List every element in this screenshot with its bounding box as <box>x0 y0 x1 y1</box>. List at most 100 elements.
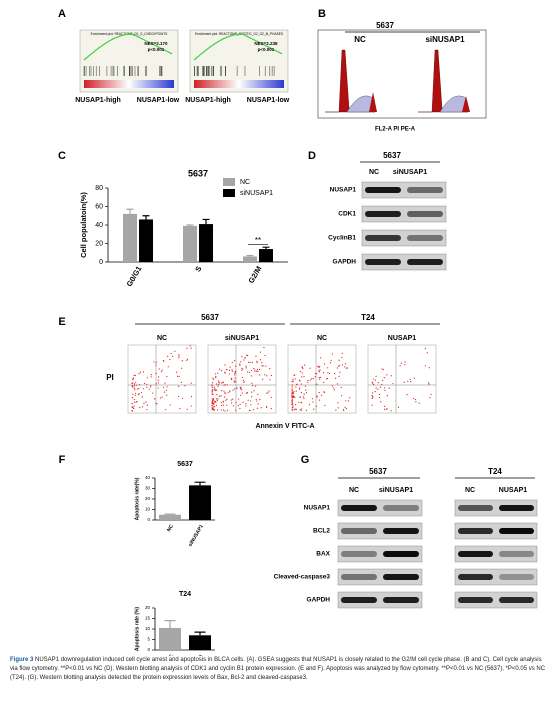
event <box>242 401 244 403</box>
event <box>239 364 241 366</box>
bar <box>139 219 153 262</box>
event <box>291 401 293 403</box>
event <box>247 354 249 357</box>
event <box>213 386 216 388</box>
bar <box>183 225 197 262</box>
event <box>211 382 214 384</box>
event <box>134 392 137 394</box>
event <box>372 382 374 384</box>
event <box>253 390 255 392</box>
event <box>133 374 135 376</box>
band <box>341 551 377 557</box>
event <box>224 396 226 398</box>
event <box>397 406 400 408</box>
event <box>161 369 163 371</box>
chart-title: 5637 <box>177 461 193 468</box>
event <box>347 400 350 402</box>
y-tick-label: 80 <box>95 185 103 192</box>
event <box>319 369 321 371</box>
event <box>222 404 224 406</box>
event <box>138 388 140 390</box>
event <box>169 404 171 406</box>
event <box>214 405 216 408</box>
event <box>318 370 320 372</box>
event <box>301 402 303 404</box>
band <box>458 505 493 511</box>
event <box>215 375 217 378</box>
event <box>216 400 218 402</box>
event <box>212 377 214 379</box>
group-label: NUSAP1-low <box>137 97 180 104</box>
blot-bg <box>361 181 447 199</box>
event <box>426 352 428 354</box>
event <box>345 407 347 410</box>
event <box>220 395 222 397</box>
event <box>403 381 405 383</box>
event <box>324 404 326 406</box>
event <box>300 391 303 394</box>
event <box>323 391 325 393</box>
event <box>264 354 266 357</box>
blot-bg <box>337 568 423 586</box>
event <box>291 407 294 409</box>
event <box>269 368 271 370</box>
event <box>307 379 309 382</box>
event <box>137 393 140 396</box>
event <box>155 372 157 374</box>
event <box>131 402 133 405</box>
event <box>224 364 226 366</box>
bar <box>189 485 211 520</box>
y-tick-label: 20 <box>145 605 151 610</box>
x-tick-label: NC <box>166 653 175 656</box>
event <box>309 367 311 369</box>
event <box>269 379 271 381</box>
event <box>141 406 143 408</box>
event <box>155 383 157 385</box>
event <box>177 375 179 378</box>
event <box>244 357 246 359</box>
event <box>295 386 297 388</box>
event <box>231 361 233 364</box>
event <box>328 372 331 375</box>
error-bar <box>194 631 206 636</box>
blot-bg <box>454 522 538 540</box>
event <box>222 409 225 411</box>
event <box>333 387 335 389</box>
event <box>131 410 133 412</box>
axis-label: Annexin V FITC-A <box>255 423 314 430</box>
event <box>255 385 257 387</box>
event <box>231 369 233 371</box>
e-frame <box>287 344 357 414</box>
blot-bg <box>454 545 538 563</box>
event <box>219 368 221 370</box>
event <box>301 408 303 410</box>
event <box>413 398 415 400</box>
event <box>232 405 235 407</box>
event <box>178 354 180 356</box>
event <box>268 390 270 392</box>
y-tick-label: 10 <box>145 626 151 631</box>
event <box>180 381 182 383</box>
panel-letter: A <box>58 8 66 20</box>
error-bar <box>186 224 194 226</box>
event <box>225 399 227 401</box>
event <box>340 395 343 397</box>
event <box>232 398 234 400</box>
event <box>327 367 329 369</box>
event <box>404 361 406 363</box>
event <box>145 401 147 403</box>
event <box>224 392 227 394</box>
event <box>303 393 305 395</box>
event <box>241 367 243 369</box>
event <box>239 407 241 410</box>
event <box>270 396 272 399</box>
event <box>254 369 256 371</box>
event <box>335 409 337 411</box>
event <box>428 383 430 385</box>
event <box>166 375 168 378</box>
protein: NUSAP1 <box>304 505 331 512</box>
event <box>336 367 339 369</box>
event <box>386 395 388 397</box>
event <box>295 390 297 392</box>
